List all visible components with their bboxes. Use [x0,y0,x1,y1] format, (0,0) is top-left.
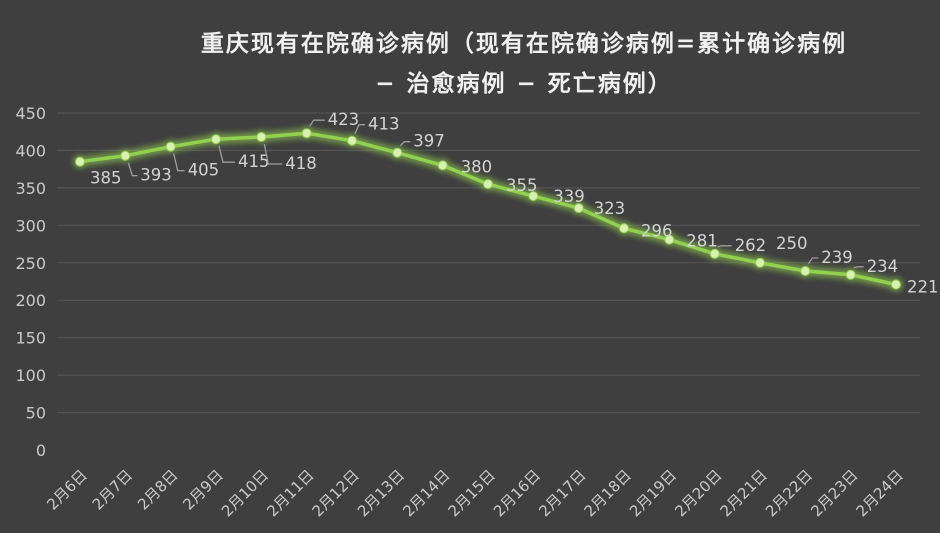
label-leader [173,153,185,172]
data-point [256,132,267,142]
x-tick-label: 2月7日 [89,466,136,513]
data-label: 418 [285,154,317,173]
x-tick-label: 2月24日 [853,466,907,520]
y-tick-label: 400 [15,141,46,160]
series-line-glow [75,128,901,290]
data-point [800,266,811,276]
data-label: 415 [238,152,270,171]
data-point [664,234,675,245]
x-tick-label: 2月20日 [671,466,725,520]
x-tick-label: 2月22日 [762,466,816,520]
x-tick-label: 2月6日 [43,466,90,513]
y-tick-label: 300 [15,216,46,235]
data-label: 339 [553,187,585,206]
y-tick-label: 100 [15,366,46,385]
data-point [573,203,584,214]
label-leader [853,266,864,269]
data-label: 221 [907,278,939,297]
data-label: 323 [594,199,626,218]
chart-title-line-2: − 治愈病例 − 死亡病例） [375,71,673,97]
x-tick-label: 2月13日 [354,466,408,520]
x-tick-label: 2月8日 [134,466,181,513]
y-tick-label: 250 [15,254,46,273]
data-point [165,141,176,152]
data-point [483,179,493,190]
label-leader [717,245,732,248]
data-label: 355 [506,176,538,195]
x-tick-label: 2月10日 [218,466,272,520]
data-label: 423 [328,110,360,129]
x-tick-label: 2月17日 [535,466,589,520]
label-leader [218,146,235,163]
x-tick-label: 2月15日 [445,466,499,520]
data-point [619,223,629,234]
data-point [845,269,856,280]
data-label: 239 [821,248,853,267]
data-label: 413 [368,115,400,134]
y-tick-label: 50 [26,404,46,423]
data-point [392,147,403,158]
data-label: 296 [641,221,673,240]
data-label: 380 [461,157,493,176]
label-leader [807,257,819,265]
data-label: 397 [413,132,445,151]
data-label: 262 [735,236,767,255]
x-tick-label: 2月11日 [263,466,317,520]
data-point [75,156,85,167]
data-point [755,257,765,268]
label-leader [263,143,283,165]
chart-title: 重庆现有在院确诊病例（现有在院确诊病例=累计确诊病例 − 治愈病例 − 死亡病例… [112,24,936,104]
x-tick-label: 2月18日 [581,466,635,520]
y-tick-label: 200 [15,291,46,310]
x-tick-label: 2月23日 [807,466,861,520]
data-point [301,128,312,139]
x-tick-label: 2月14日 [399,466,453,520]
label-leader [309,119,325,127]
label-leader [399,141,411,147]
data-label: 234 [867,257,899,276]
label-leader [127,162,138,177]
data-point [709,248,720,259]
data-label: 250 [776,234,808,253]
data-point [211,134,221,145]
label-leader [354,124,365,134]
y-tick-label: 150 [15,329,46,348]
data-label: 393 [140,166,172,185]
x-tick-label: 2月21日 [717,466,771,520]
x-tick-label: 2月19日 [626,466,680,520]
y-tick-label: 0 [36,441,46,460]
x-tick-label: 2月12日 [309,466,363,520]
data-point [891,279,901,290]
data-label: 281 [686,232,718,251]
data-point [347,135,357,146]
y-tick-label: 350 [15,179,46,198]
data-label: 385 [90,169,122,188]
y-tick-label: 450 [15,104,46,123]
data-point [120,150,131,161]
data-label: 405 [188,161,220,180]
x-tick-label: 2月16日 [490,466,544,520]
chart-title-line-1: 重庆现有在院确诊病例（现有在院确诊病例=累计确诊病例 [200,31,848,57]
data-point [528,191,539,202]
data-point [437,160,448,171]
